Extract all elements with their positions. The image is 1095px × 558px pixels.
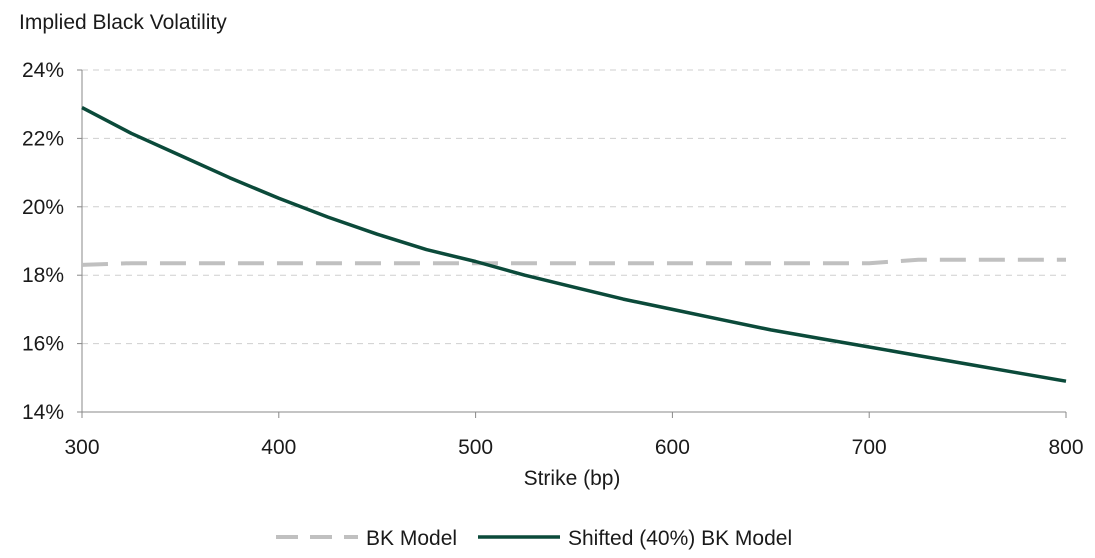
y-tick-label: 20% xyxy=(22,196,64,219)
y-tick-label: 24% xyxy=(22,59,64,82)
x-tick-label: 600 xyxy=(655,436,690,459)
series-line-bk-model xyxy=(81,257,1066,267)
x-axis-label: Strike (bp) xyxy=(524,467,621,490)
series-line-shifted-bk-model xyxy=(81,106,1067,383)
x-tick-label: 700 xyxy=(852,436,887,459)
y-tick-label: 22% xyxy=(22,127,64,150)
series-lines xyxy=(81,106,1067,383)
x-tick-label: 400 xyxy=(261,436,296,459)
legend-label: BK Model xyxy=(366,527,457,550)
y-tick-label: 18% xyxy=(22,264,64,287)
axes xyxy=(77,69,1067,418)
y-tick-labels: 14% 16% 18% 20% 22% 24% xyxy=(22,59,64,424)
y-tick-label: 16% xyxy=(22,333,64,356)
grid-lines xyxy=(82,69,1066,345)
chart-title: Implied Black Volatility xyxy=(19,11,227,34)
x-tick-label: 800 xyxy=(1048,436,1083,459)
x-tick-labels: 300 400 500 600 700 800 xyxy=(64,436,1083,459)
x-tick-label: 500 xyxy=(458,436,493,459)
legend-label: Shifted (40%) BK Model xyxy=(568,527,792,550)
y-tick-label: 14% xyxy=(22,401,64,424)
x-tick-label: 300 xyxy=(64,436,99,459)
legend: BK Model Shifted (40%) BK Model xyxy=(276,527,792,550)
